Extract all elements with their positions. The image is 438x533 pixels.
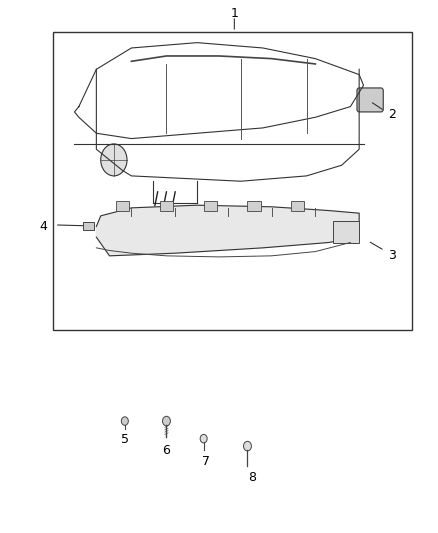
Text: 8: 8 bbox=[248, 471, 256, 483]
Circle shape bbox=[200, 434, 207, 443]
Bar bbox=[116, 201, 129, 211]
Bar bbox=[53, 32, 412, 330]
Text: 5: 5 bbox=[121, 433, 129, 446]
Polygon shape bbox=[96, 205, 359, 256]
Circle shape bbox=[162, 416, 170, 426]
Text: 2: 2 bbox=[388, 108, 396, 121]
FancyBboxPatch shape bbox=[357, 88, 383, 112]
Text: 6: 6 bbox=[162, 444, 170, 457]
Text: 7: 7 bbox=[202, 455, 210, 467]
Bar bbox=[83, 222, 94, 230]
Text: 4: 4 bbox=[40, 220, 48, 233]
Bar bbox=[247, 201, 261, 211]
Circle shape bbox=[101, 144, 127, 176]
Bar bbox=[291, 201, 304, 211]
Bar bbox=[204, 201, 217, 211]
Text: 3: 3 bbox=[388, 249, 396, 262]
Bar bbox=[160, 201, 173, 211]
Text: 1: 1 bbox=[230, 7, 238, 20]
Circle shape bbox=[121, 417, 128, 425]
Circle shape bbox=[244, 441, 251, 451]
Bar bbox=[333, 221, 359, 243]
